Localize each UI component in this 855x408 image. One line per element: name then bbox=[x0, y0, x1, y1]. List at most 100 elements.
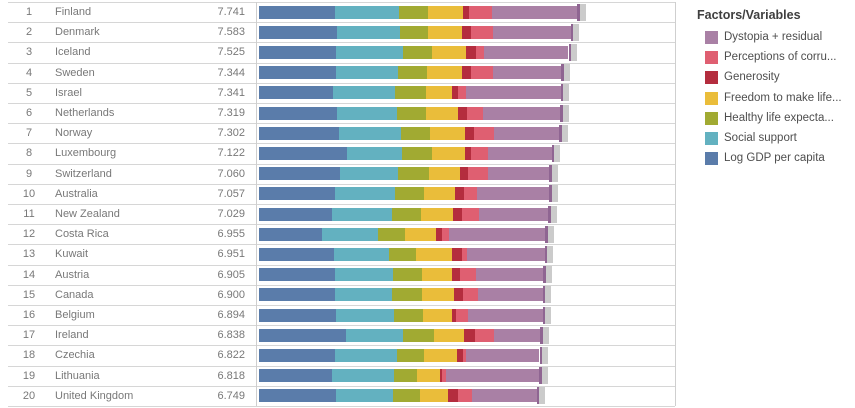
rank-cell[interactable]: 18 bbox=[22, 349, 36, 362]
bar-segment-freedom[interactable] bbox=[420, 389, 449, 403]
bar-segment-gdp[interactable] bbox=[258, 146, 347, 160]
bar-segment-gdp[interactable] bbox=[258, 207, 332, 221]
bar-segment-gdp[interactable] bbox=[258, 5, 335, 19]
bar-segment-healthy[interactable] bbox=[378, 227, 405, 241]
bar-segment-generosity[interactable] bbox=[451, 86, 459, 100]
bar-segment-freedom[interactable] bbox=[433, 328, 465, 342]
bar-segment-healthy[interactable] bbox=[396, 348, 424, 362]
score-cell[interactable]: 6.905 bbox=[217, 268, 245, 281]
bar-segment-dystopia[interactable] bbox=[483, 45, 569, 59]
rank-cell[interactable]: 13 bbox=[22, 248, 36, 261]
bar-segment-gdp[interactable] bbox=[258, 86, 333, 100]
bar-segment-generosity[interactable] bbox=[456, 348, 463, 362]
bar-segment-corruption[interactable] bbox=[470, 25, 494, 39]
bar-segment-gdp[interactable] bbox=[258, 106, 337, 120]
bar-segment-generosity[interactable] bbox=[452, 207, 463, 221]
score-cell[interactable]: 6.838 bbox=[217, 329, 245, 342]
bar-segment-freedom[interactable] bbox=[422, 308, 452, 322]
score-cell[interactable]: 6.894 bbox=[217, 309, 245, 321]
bar-segment-freedom[interactable] bbox=[428, 25, 463, 39]
bar-segment-generosity[interactable] bbox=[435, 227, 442, 241]
country-cell[interactable]: Costa Rica bbox=[55, 228, 109, 241]
bar-segment-corruption[interactable] bbox=[473, 126, 494, 140]
score-cell[interactable]: 6.951 bbox=[217, 248, 245, 261]
bar-segment-corruption[interactable] bbox=[467, 167, 489, 181]
bar-segment-generosity[interactable] bbox=[464, 328, 475, 342]
bar-segment-freedom[interactable] bbox=[422, 268, 453, 282]
country-cell[interactable]: New Zealand bbox=[55, 208, 120, 220]
bar-segment-dystopia[interactable] bbox=[478, 207, 549, 221]
bar-segment-healthy[interactable] bbox=[399, 5, 428, 19]
bar-segment-corruption[interactable] bbox=[463, 187, 478, 201]
bar-segment-healthy[interactable] bbox=[393, 369, 417, 383]
bar-segment-healthy[interactable] bbox=[392, 288, 422, 302]
rank-cell[interactable]: 6 bbox=[25, 107, 33, 119]
score-cell[interactable]: 7.344 bbox=[217, 66, 245, 79]
bar-segment-freedom[interactable] bbox=[429, 167, 461, 181]
rank-cell[interactable]: 15 bbox=[22, 288, 36, 301]
bar-segment-corruption[interactable] bbox=[462, 288, 478, 302]
bar-segment-social[interactable] bbox=[332, 86, 396, 100]
bar-segment-social[interactable] bbox=[336, 106, 397, 120]
bar-segment-healthy[interactable] bbox=[403, 328, 434, 342]
rank-cell[interactable]: 2 bbox=[25, 26, 33, 39]
bar-segment-gdp[interactable] bbox=[258, 288, 335, 302]
rank-cell[interactable]: 1 bbox=[25, 6, 33, 18]
bar-segment-corruption[interactable] bbox=[470, 146, 489, 160]
bar-segment-freedom[interactable] bbox=[423, 348, 457, 362]
bar-segment-generosity[interactable] bbox=[448, 389, 459, 403]
rank-cell[interactable]: 7 bbox=[25, 127, 33, 140]
bar-segment-corruption[interactable] bbox=[441, 227, 449, 241]
bar-segment-corruption[interactable] bbox=[456, 308, 469, 322]
bar-segment-freedom[interactable] bbox=[426, 106, 459, 120]
rank-cell[interactable]: 12 bbox=[22, 228, 36, 241]
bar-segment-freedom[interactable] bbox=[416, 369, 440, 383]
score-cell[interactable]: 6.818 bbox=[217, 369, 245, 382]
country-cell[interactable]: Switzerland bbox=[55, 167, 112, 180]
score-cell[interactable]: 7.122 bbox=[217, 147, 245, 160]
bar-segment-freedom[interactable] bbox=[420, 207, 453, 221]
bar-segment-dystopia[interactable] bbox=[493, 126, 560, 140]
bar-segment-healthy[interactable] bbox=[392, 268, 423, 282]
bar-segment-social[interactable] bbox=[334, 348, 397, 362]
bar-segment-dystopia[interactable] bbox=[488, 167, 550, 181]
bar-segment-gdp[interactable] bbox=[258, 308, 336, 322]
score-cell[interactable]: 7.060 bbox=[217, 167, 245, 180]
score-cell[interactable]: 6.900 bbox=[217, 288, 245, 301]
bar-segment-gdp[interactable] bbox=[258, 247, 334, 261]
bar-segment-freedom[interactable] bbox=[427, 5, 464, 19]
score-cell[interactable]: 6.822 bbox=[217, 349, 245, 362]
bar-segment-corruption[interactable] bbox=[461, 247, 468, 261]
bar-segment-social[interactable] bbox=[334, 187, 396, 201]
bar-segment-dystopia[interactable] bbox=[448, 227, 545, 241]
score-cell[interactable]: 7.029 bbox=[217, 208, 245, 220]
rank-cell[interactable]: 14 bbox=[22, 268, 36, 281]
bar-segment-generosity[interactable] bbox=[451, 308, 457, 322]
bar-segment-social[interactable] bbox=[332, 207, 393, 221]
bar-segment-generosity[interactable] bbox=[454, 187, 464, 201]
bar-segment-dystopia[interactable] bbox=[494, 328, 541, 342]
bar-segment-freedom[interactable] bbox=[432, 45, 466, 59]
bar-segment-generosity[interactable] bbox=[461, 66, 472, 80]
bar-segment-social[interactable] bbox=[346, 328, 404, 342]
bar-segment-corruption[interactable] bbox=[471, 66, 493, 80]
country-cell[interactable]: Austria bbox=[55, 268, 90, 281]
country-cell[interactable]: Australia bbox=[55, 187, 98, 200]
bar-segment-healthy[interactable] bbox=[396, 106, 427, 120]
bar-segment-gdp[interactable] bbox=[258, 25, 338, 39]
rank-cell[interactable]: 16 bbox=[22, 309, 36, 321]
bar-segment-dystopia[interactable] bbox=[491, 5, 578, 19]
score-cell[interactable]: 7.525 bbox=[217, 46, 245, 59]
bar-segment-gdp[interactable] bbox=[258, 369, 332, 383]
bar-segment-dystopia[interactable] bbox=[467, 247, 545, 261]
bar-segment-social[interactable] bbox=[333, 247, 389, 261]
bar-segment-healthy[interactable] bbox=[395, 86, 426, 100]
score-cell[interactable]: 7.741 bbox=[217, 6, 245, 18]
bar-segment-generosity[interactable] bbox=[458, 106, 467, 120]
bar-segment-generosity[interactable] bbox=[460, 167, 468, 181]
country-cell[interactable]: Ireland bbox=[55, 329, 89, 342]
bar-segment-dystopia[interactable] bbox=[471, 389, 537, 403]
bar-segment-corruption[interactable] bbox=[474, 328, 495, 342]
bar-segment-healthy[interactable] bbox=[388, 247, 416, 261]
rank-cell[interactable]: 19 bbox=[22, 369, 36, 382]
